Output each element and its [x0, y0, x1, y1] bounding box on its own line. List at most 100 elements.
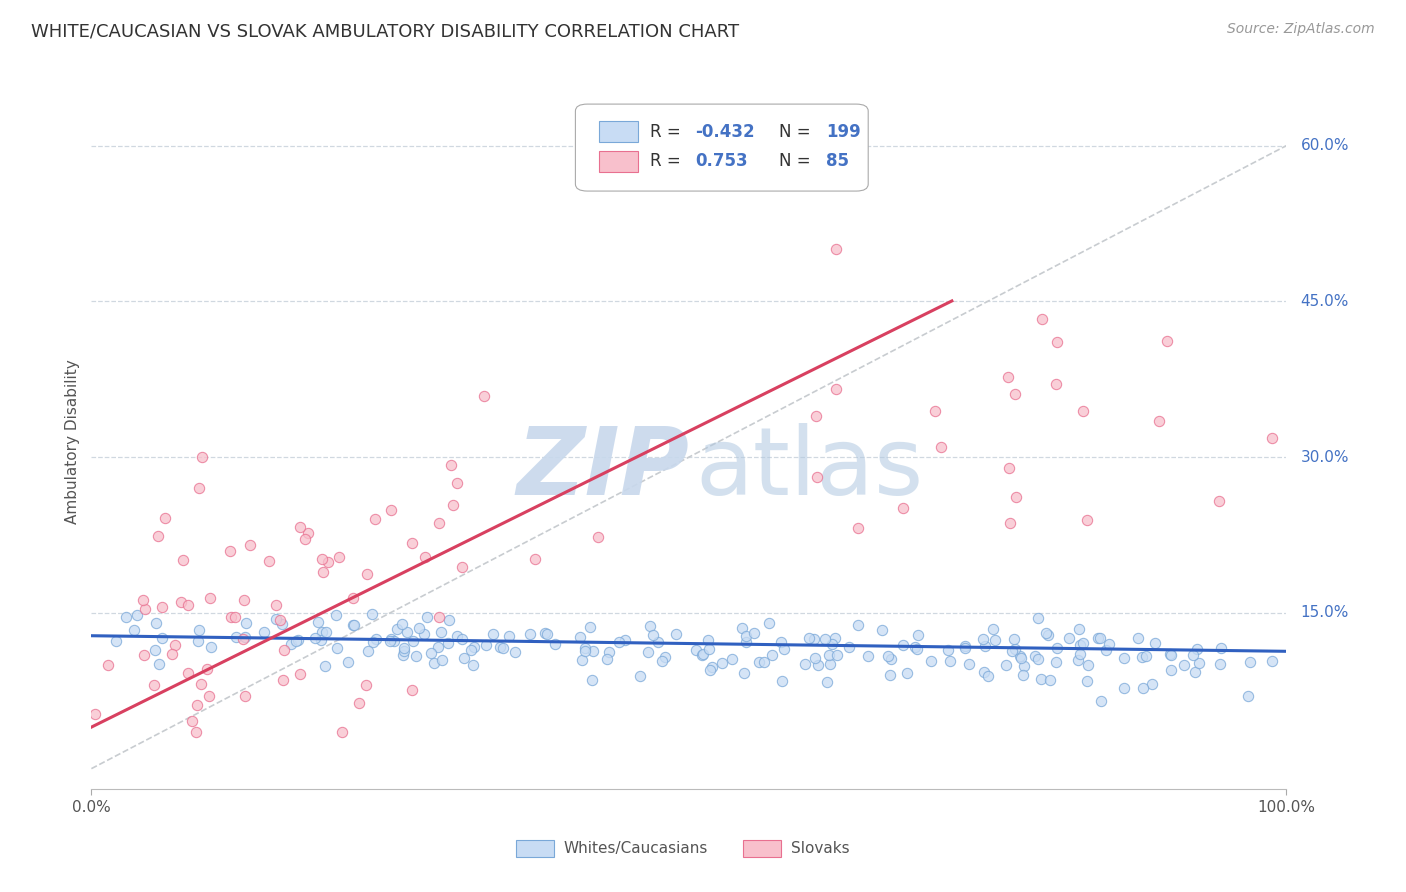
Point	[439, 613, 461, 627]
Point	[343, 618, 366, 632]
Point	[146, 529, 169, 543]
Point	[1031, 312, 1053, 326]
Point	[503, 644, 526, 658]
Point	[891, 500, 914, 515]
Point	[427, 516, 450, 530]
Text: Source: ZipAtlas.com: Source: ZipAtlas.com	[1227, 22, 1375, 37]
Point	[1039, 673, 1062, 687]
Point	[734, 635, 756, 649]
Point	[920, 654, 942, 668]
Point	[285, 633, 308, 648]
Point	[806, 469, 828, 483]
Point	[416, 610, 439, 624]
Text: 45.0%: 45.0%	[1301, 293, 1348, 309]
Point	[269, 613, 291, 627]
Point	[891, 638, 914, 652]
Point	[1160, 648, 1182, 662]
Point	[318, 555, 340, 569]
Point	[609, 635, 631, 649]
Point	[165, 638, 187, 652]
Point	[770, 674, 793, 689]
Point	[84, 706, 107, 721]
Point	[187, 634, 209, 648]
Point	[401, 683, 423, 698]
Point	[357, 644, 380, 658]
Point	[799, 631, 821, 645]
Point	[1001, 644, 1024, 658]
Point	[134, 602, 156, 616]
Point	[804, 651, 827, 665]
Point	[380, 503, 402, 517]
Point	[150, 631, 173, 645]
Point	[1067, 623, 1090, 637]
Point	[190, 677, 212, 691]
Point	[402, 634, 425, 648]
Y-axis label: Ambulatory Disability: Ambulatory Disability	[65, 359, 80, 524]
Point	[825, 648, 848, 662]
Point	[1071, 636, 1094, 650]
Point	[325, 641, 347, 656]
Point	[432, 653, 454, 667]
Point	[145, 615, 167, 630]
Point	[1026, 610, 1049, 624]
Point	[489, 640, 512, 655]
Point	[391, 617, 413, 632]
Point	[378, 633, 401, 648]
Text: 15.0%: 15.0%	[1301, 606, 1348, 620]
Point	[1160, 663, 1182, 677]
Point	[770, 634, 793, 648]
Point	[905, 641, 928, 656]
Point	[257, 553, 280, 567]
Point	[309, 632, 332, 647]
Text: atlas: atlas	[695, 424, 924, 516]
Point	[1173, 658, 1195, 673]
Point	[761, 648, 783, 663]
Point	[821, 637, 844, 651]
Point	[984, 633, 1007, 648]
Text: -0.432: -0.432	[695, 123, 755, 141]
Point	[1261, 655, 1284, 669]
Point	[127, 607, 149, 622]
Point	[134, 648, 156, 663]
Point	[1188, 656, 1211, 670]
Point	[233, 630, 256, 644]
Text: Whites/Caucasians: Whites/Caucasians	[564, 841, 707, 856]
Text: 0.753: 0.753	[695, 153, 748, 170]
Point	[879, 652, 901, 666]
Point	[364, 512, 387, 526]
Point	[939, 654, 962, 668]
Point	[613, 633, 636, 648]
Point	[1045, 655, 1067, 669]
Point	[1067, 653, 1090, 667]
Point	[1182, 648, 1205, 662]
Text: WHITE/CAUCASIAN VS SLOVAK AMBULATORY DISABILITY CORRELATION CHART: WHITE/CAUCASIAN VS SLOVAK AMBULATORY DIS…	[31, 22, 740, 40]
Point	[692, 648, 714, 662]
Point	[420, 646, 443, 660]
Point	[1209, 641, 1232, 656]
Point	[574, 643, 596, 657]
Point	[498, 629, 520, 643]
Point	[427, 640, 450, 654]
Point	[654, 650, 676, 665]
Point	[413, 550, 436, 565]
Point	[187, 623, 209, 637]
Point	[772, 642, 794, 657]
Point	[450, 632, 472, 646]
Point	[330, 724, 353, 739]
Text: R =: R =	[650, 123, 686, 141]
Point	[385, 622, 408, 636]
Point	[1142, 677, 1164, 691]
Text: ZIP: ZIP	[516, 424, 689, 516]
Point	[232, 632, 254, 647]
Point	[665, 627, 688, 641]
Point	[401, 535, 423, 549]
Point	[463, 640, 485, 654]
Point	[976, 669, 998, 683]
Point	[132, 593, 155, 607]
Point	[342, 618, 364, 632]
Point	[427, 610, 450, 624]
Point	[160, 647, 183, 661]
Point	[446, 476, 468, 491]
Point	[264, 612, 287, 626]
Point	[184, 724, 207, 739]
